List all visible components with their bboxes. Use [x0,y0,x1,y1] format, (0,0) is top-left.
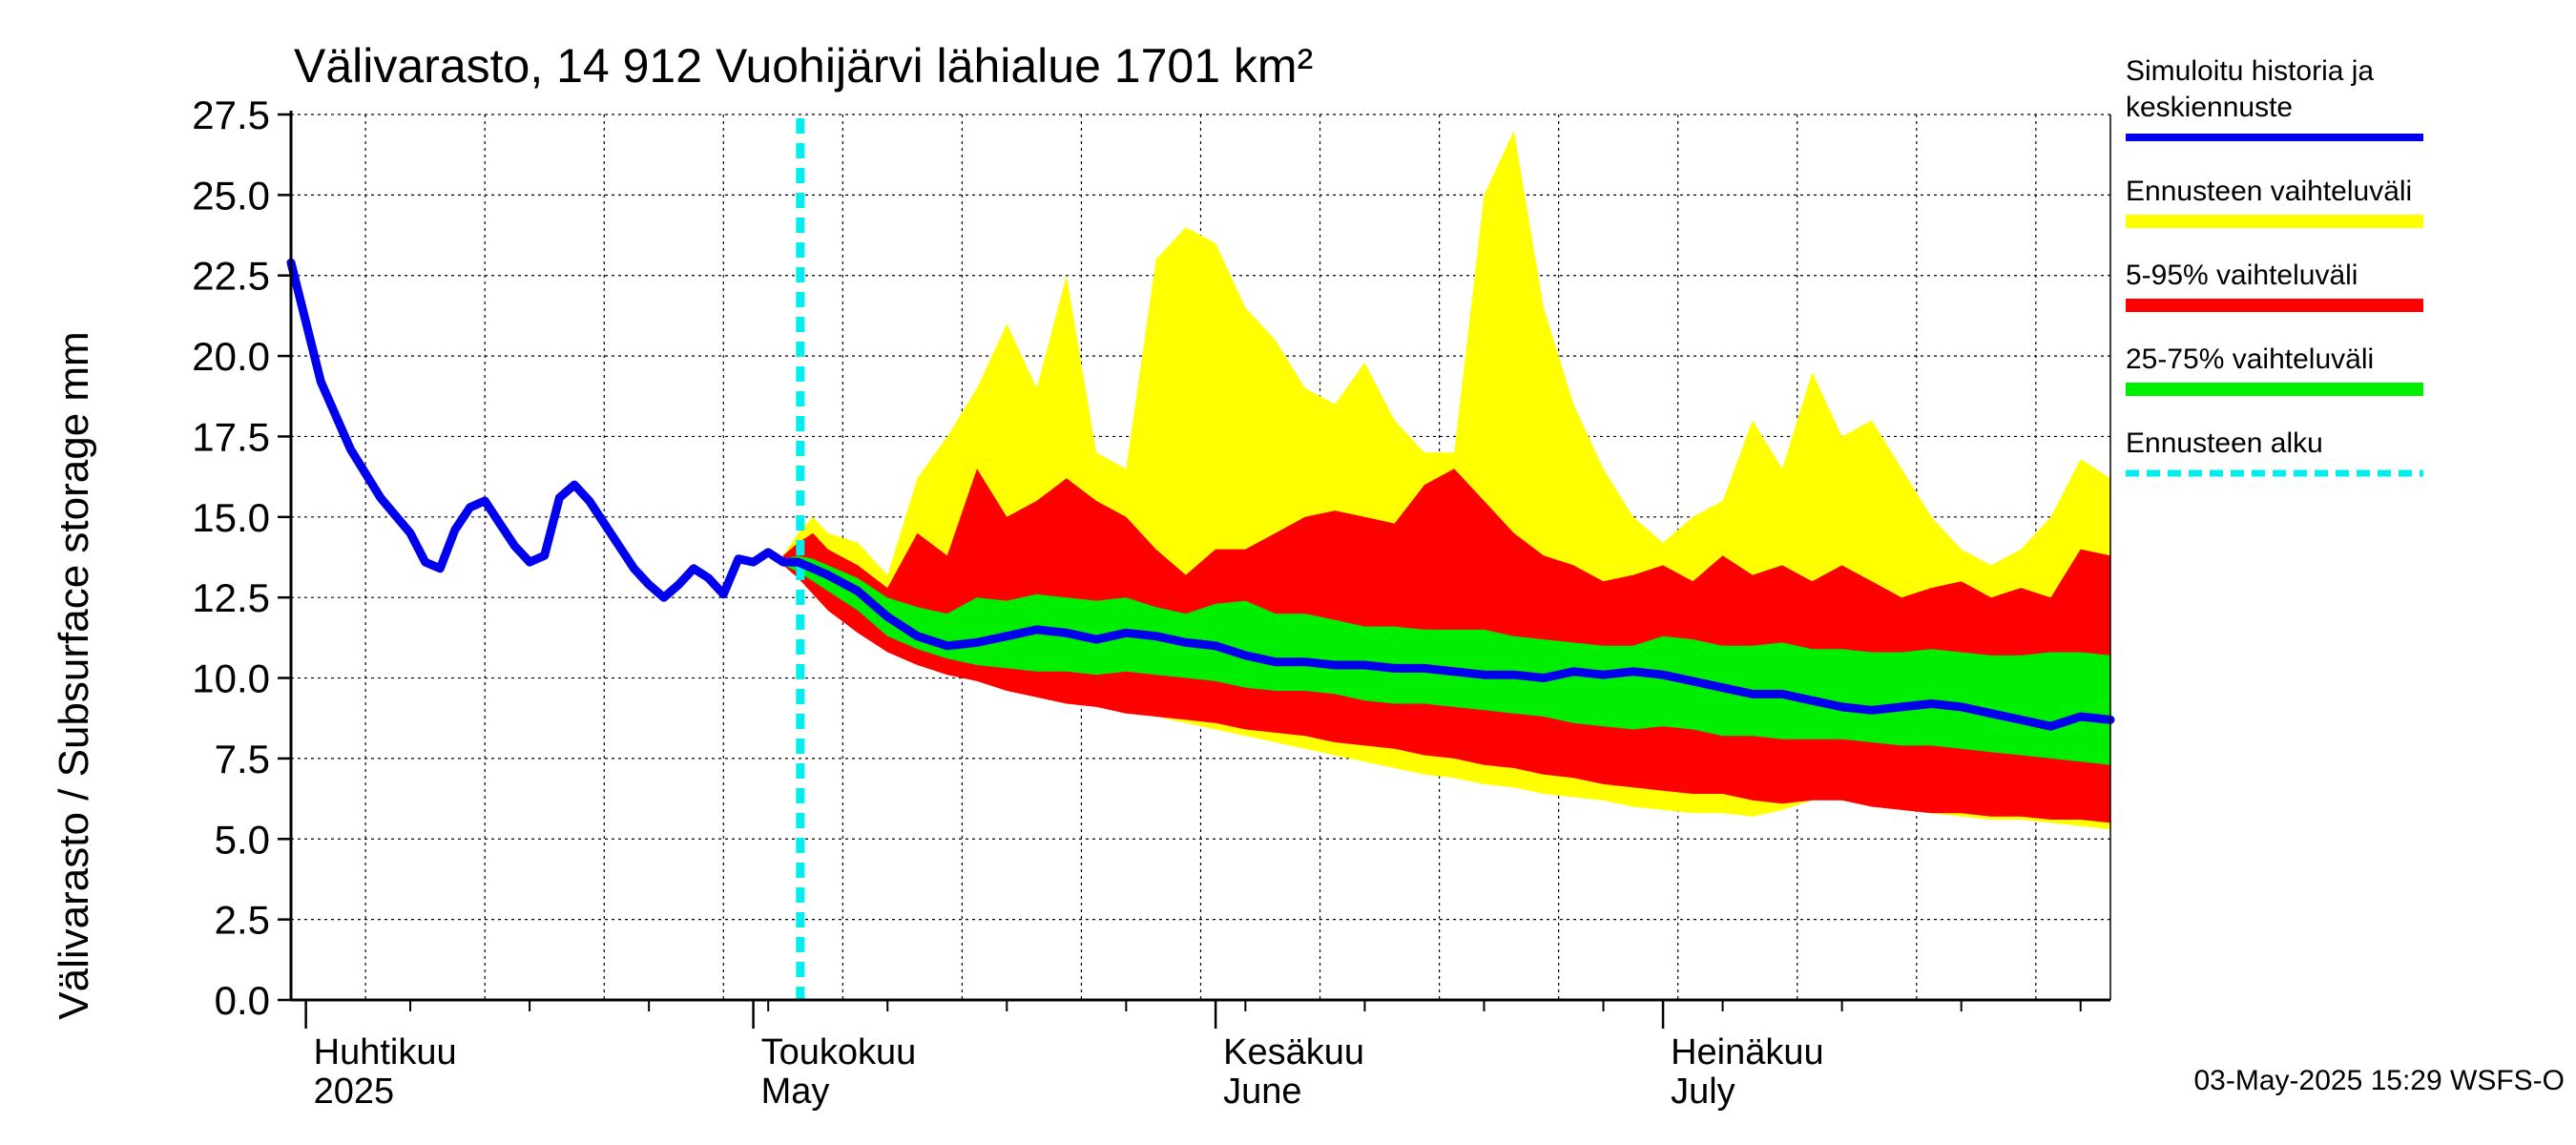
month-label-fi-1: Toukokuu [761,1032,917,1072]
y-tick-label-4: 10.0 [192,656,270,701]
chart-title: Välivarasto, 14 912 Vuohijärvi lähialue … [294,39,1313,93]
y-axis-label: Välivarasto / Subsurface storage mm [51,331,97,1019]
legend-label-2: 5-95% vaihteluväli [2126,260,2358,291]
legend-label-4: Ennusteen alku [2126,427,2323,459]
y-tick-label-2: 5.0 [215,817,270,862]
y-tick-label-1: 2.5 [215,898,270,943]
legend-label-0: Simuloitu historia ja [2126,55,2374,87]
month-label-fi-0: Huhtikuu [314,1032,457,1072]
y-tick-label-11: 27.5 [192,93,270,137]
y-tick-label-7: 17.5 [192,414,270,459]
timestamp-footer: 03-May-2025 15:29 WSFS-O [2194,1065,2566,1096]
y-tick-label-0: 0.0 [215,978,270,1023]
month-label-fi-3: Heinäkuu [1671,1032,1824,1072]
y-tick-label-9: 22.5 [192,254,270,299]
legend-label-3: 25-75% vaihteluväli [2126,344,2374,375]
month-label-fi-2: Kesäkuu [1223,1032,1364,1072]
median-line [286,258,2115,731]
month-label-en-1: May [761,1072,830,1112]
y-tick-label-10: 25.0 [192,173,270,218]
month-label-en-2: June [1223,1072,1301,1112]
y-tick-label-6: 15.0 [192,495,270,540]
band-25-75 [782,555,2110,765]
legend: Simuloitu historia ja keskiennuste Ennuste… [2126,55,2423,477]
legend-label-0: keskiennuste [2126,92,2293,123]
axes [289,111,2111,1002]
median-series [286,258,2115,731]
y-tick-labels: 0.0 2.5 5.0 7.5 10.0 12.5 15.0 17.5 20.0 22.5 25.0… [192,93,291,1023]
month-label-en-0: 2025 [314,1072,395,1112]
green-band [782,555,2110,765]
month-label-en-3: July [1671,1072,1735,1112]
y-tick-label-3: 7.5 [215,737,270,781]
legend-label-1: Ennusteen vaihteluväli [2126,176,2412,207]
y-tick-label-5: 12.5 [192,575,270,620]
y-tick-label-8: 20.0 [192,334,270,379]
